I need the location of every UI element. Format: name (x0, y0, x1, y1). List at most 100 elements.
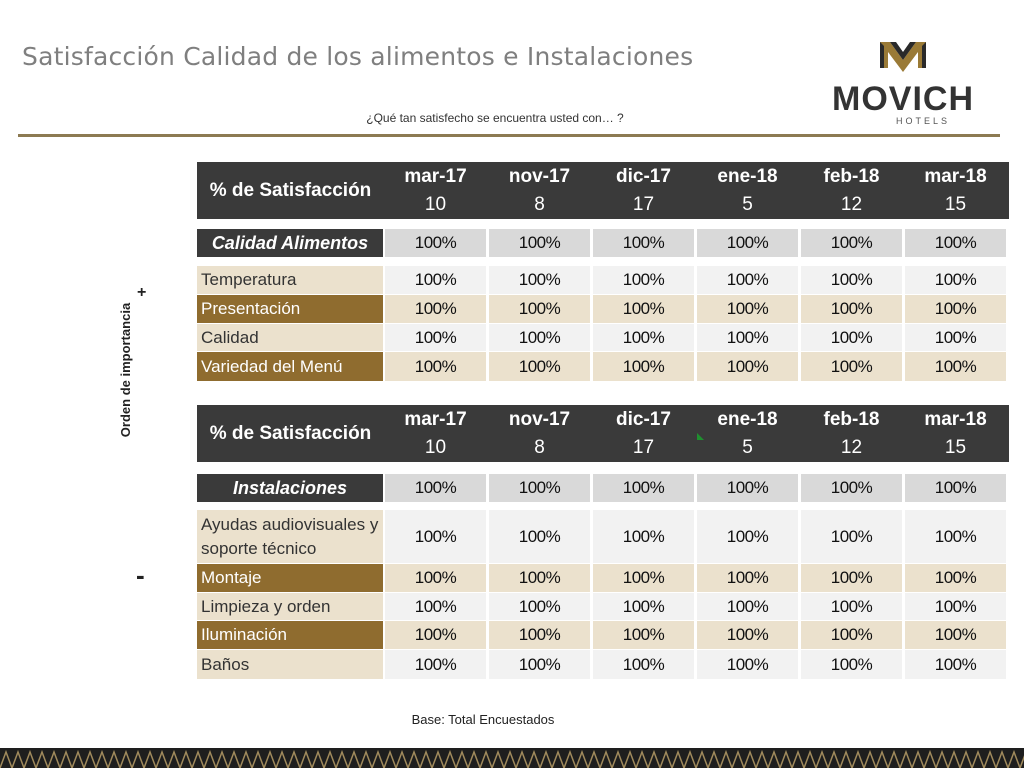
period-header: nov-17 8 (489, 405, 590, 462)
row-value: 100% (801, 621, 902, 649)
row-value: 100% (697, 266, 798, 294)
row-value: 100% (489, 593, 590, 620)
section-summary-value: 100% (593, 474, 694, 502)
row-value: 100% (905, 650, 1006, 679)
section-summary-value: 100% (385, 474, 486, 502)
row-value: 100% (697, 324, 798, 351)
period-sample-size: 15 (944, 193, 967, 215)
period-month: feb-18 (823, 165, 880, 187)
row-value: 100% (697, 352, 798, 381)
row-value: 100% (801, 324, 902, 351)
section-summary-value: 100% (801, 474, 902, 502)
logo-wordmark: MOVICH (832, 80, 974, 118)
row-value: 100% (489, 564, 590, 592)
row-value: 100% (489, 295, 590, 323)
row-value: 100% (489, 324, 590, 351)
row-value: 100% (801, 295, 902, 323)
period-sample-size: 10 (424, 436, 447, 458)
period-header: ene-18 5 (697, 405, 798, 462)
period-header: mar-17 10 (385, 162, 486, 219)
period-month: nov-17 (508, 408, 571, 430)
section-summary-value: 100% (801, 229, 902, 257)
importance-plus-marker: + (137, 284, 147, 301)
row-label: Baños (197, 650, 383, 679)
logo-subtext: HOTELS (895, 116, 950, 126)
period-header: feb-18 12 (801, 162, 902, 219)
period-month: dic-17 (616, 408, 671, 430)
period-sample-size: 10 (424, 193, 447, 215)
row-label: Montaje (197, 564, 383, 592)
row-value: 100% (697, 621, 798, 649)
movich-logo-icon (880, 42, 926, 72)
period-header: mar-18 15 (905, 162, 1006, 219)
section-summary-value: 100% (593, 229, 694, 257)
row-value: 100% (489, 352, 590, 381)
row-value: 100% (593, 564, 694, 592)
period-sample-size: 5 (742, 436, 753, 458)
movich-logo: MOVICH HOTELS (818, 38, 988, 126)
row-value: 100% (385, 510, 486, 563)
row-value: 100% (697, 564, 798, 592)
period-month: dic-17 (616, 165, 671, 187)
row-value: 100% (905, 266, 1006, 294)
header-label: % de Satisfacción (197, 162, 384, 219)
importance-axis-label: Orden de importancia (118, 302, 133, 438)
row-value: 100% (905, 564, 1006, 592)
row-value: 100% (593, 295, 694, 323)
row-value: 100% (697, 593, 798, 620)
row-value: 100% (905, 621, 1006, 649)
footer-base-note: Base: Total Encuestados (0, 712, 1024, 727)
footer-base-text: Base: Total Encuestados (411, 712, 555, 727)
period-sample-size: 15 (944, 436, 967, 458)
row-label: Variedad del Menú (197, 352, 383, 381)
section-label: Instalaciones (197, 474, 383, 502)
period-month: mar-18 (924, 165, 987, 187)
header-label: % de Satisfacción (197, 405, 384, 462)
row-value: 100% (801, 510, 902, 563)
period-month: nov-17 (508, 165, 571, 187)
section-summary-value: 100% (385, 229, 486, 257)
section-summary-value: 100% (905, 474, 1006, 502)
row-value: 100% (385, 621, 486, 649)
period-header: feb-18 12 (801, 405, 902, 462)
row-value: 100% (489, 650, 590, 679)
row-value: 100% (801, 564, 902, 592)
row-value: 100% (385, 324, 486, 351)
header-divider (18, 134, 1000, 137)
period-month: mar-18 (924, 408, 987, 430)
period-month: mar-17 (404, 165, 467, 187)
row-value: 100% (905, 295, 1006, 323)
section-label: Calidad Alimentos (197, 229, 383, 257)
section-summary-value: 100% (697, 229, 798, 257)
row-value: 100% (593, 621, 694, 649)
section-summary-value: 100% (489, 474, 590, 502)
row-label: Limpieza y orden (197, 593, 383, 620)
period-month: ene-18 (717, 165, 778, 187)
row-value: 100% (697, 295, 798, 323)
header-band (384, 162, 1009, 219)
row-value: 100% (593, 352, 694, 381)
row-value: 100% (697, 510, 798, 563)
row-label: Calidad (197, 324, 383, 351)
period-header: mar-17 10 (385, 405, 486, 462)
row-value: 100% (385, 650, 486, 679)
section-summary-value: 100% (905, 229, 1006, 257)
period-header: dic-17 17 (593, 405, 694, 462)
row-value: 100% (385, 352, 486, 381)
row-value: 100% (905, 324, 1006, 351)
period-sample-size: 5 (742, 193, 753, 215)
period-header: ene-18 5 (697, 162, 798, 219)
period-sample-size: 17 (632, 193, 655, 215)
row-value: 100% (801, 352, 902, 381)
header-band (384, 405, 1009, 462)
period-sample-size: 17 (632, 436, 655, 458)
row-value: 100% (801, 266, 902, 294)
period-sample-size: 8 (534, 193, 545, 215)
section-summary-value: 100% (697, 474, 798, 502)
period-sample-size: 8 (534, 436, 545, 458)
row-value: 100% (905, 510, 1006, 563)
comment-marker-icon (697, 433, 704, 440)
page-title: Satisfacción Calidad de los alimentos e … (22, 42, 694, 71)
row-value: 100% (593, 650, 694, 679)
row-value: 100% (593, 266, 694, 294)
